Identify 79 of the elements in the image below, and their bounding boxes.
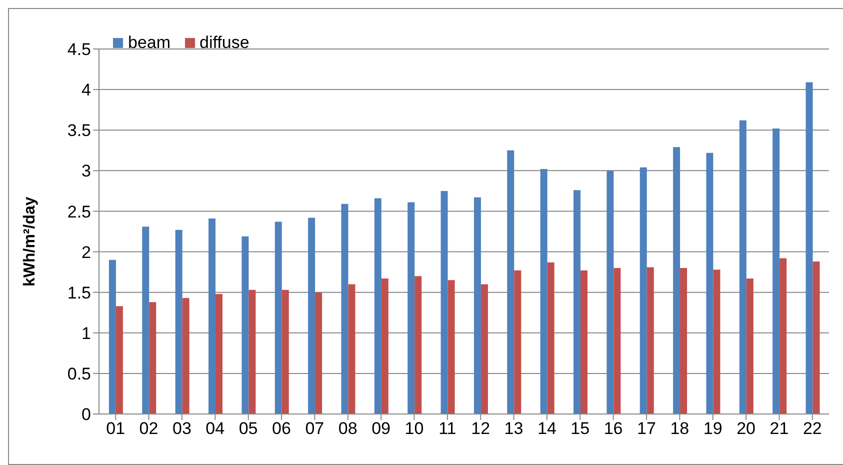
bar <box>806 82 813 414</box>
y-tick-label: 2 <box>82 242 91 262</box>
bar <box>480 284 488 414</box>
bar <box>308 218 316 414</box>
bar <box>381 278 388 414</box>
x-tick-label: 02 <box>139 419 158 438</box>
bar <box>706 152 714 414</box>
y-axis-title: kWh/m²/day <box>22 196 39 286</box>
x-tick-label: 07 <box>305 419 324 438</box>
bar <box>514 270 522 414</box>
bar <box>182 298 190 414</box>
x-tick-label: 06 <box>272 419 291 438</box>
y-tick-label: 0 <box>82 405 91 424</box>
bar <box>580 270 588 414</box>
y-tick-label: 2.5 <box>67 202 91 222</box>
bar <box>680 268 688 414</box>
y-tick-label: 4 <box>82 80 91 100</box>
y-tick-label: 4.5 <box>67 40 91 60</box>
x-tick-label: 22 <box>802 419 822 438</box>
bar <box>640 167 647 414</box>
bar <box>547 262 554 414</box>
x-tick-label: 08 <box>338 419 358 438</box>
x-tick-label: 09 <box>372 419 391 438</box>
x-tick-label: 20 <box>736 419 756 438</box>
bar <box>315 292 322 414</box>
legend-label: diffuse <box>198 33 250 53</box>
bar <box>780 258 787 414</box>
x-tick-label: 21 <box>770 419 789 438</box>
bar <box>606 170 614 414</box>
bar <box>739 120 746 414</box>
bar <box>614 268 621 414</box>
y-tick-label: 3.5 <box>67 121 91 140</box>
bar <box>216 294 222 414</box>
bar <box>746 278 754 414</box>
x-tick-label: 15 <box>570 419 590 438</box>
x-tick-label: 12 <box>471 419 490 438</box>
x-tick-label: 19 <box>703 419 722 438</box>
bar <box>274 222 282 414</box>
bar <box>208 218 216 414</box>
x-tick-label: 17 <box>637 419 656 438</box>
x-tick-label: 11 <box>438 419 456 438</box>
x-tick-label: 04 <box>206 419 225 438</box>
legend-label: beam <box>127 33 171 53</box>
x-tick-label: 13 <box>504 419 524 438</box>
x-tick-label: 05 <box>238 419 258 438</box>
bar <box>348 284 356 414</box>
bar <box>673 147 680 414</box>
bar <box>142 226 150 414</box>
x-tick-label: 01 <box>106 419 126 438</box>
bar <box>175 230 182 414</box>
bar <box>282 290 289 414</box>
bar <box>507 150 514 414</box>
x-tick-label: 14 <box>537 419 556 438</box>
bar <box>116 306 123 414</box>
y-tick-label: 1 <box>82 324 91 343</box>
bar <box>341 204 348 414</box>
bar <box>713 270 720 414</box>
bar <box>149 302 156 414</box>
bar <box>448 280 455 414</box>
bar <box>574 190 580 414</box>
bar <box>374 198 382 414</box>
y-tick-label: 1.5 <box>67 283 91 302</box>
bar <box>474 197 481 414</box>
y-tick-label: 3 <box>82 162 91 181</box>
bar <box>540 169 548 414</box>
bar <box>242 236 249 414</box>
x-tick-label: 10 <box>404 419 424 438</box>
bar <box>812 262 820 414</box>
bar <box>646 267 654 414</box>
bar <box>108 260 116 414</box>
x-tick-label: 18 <box>670 419 690 438</box>
bar <box>408 202 415 414</box>
y-tick-label: 0.5 <box>67 364 91 384</box>
x-tick-label: 03 <box>172 419 192 438</box>
bar <box>248 290 256 414</box>
bar <box>772 128 780 414</box>
bar <box>414 276 422 414</box>
bar <box>440 190 448 414</box>
x-tick-label: 16 <box>604 419 623 438</box>
